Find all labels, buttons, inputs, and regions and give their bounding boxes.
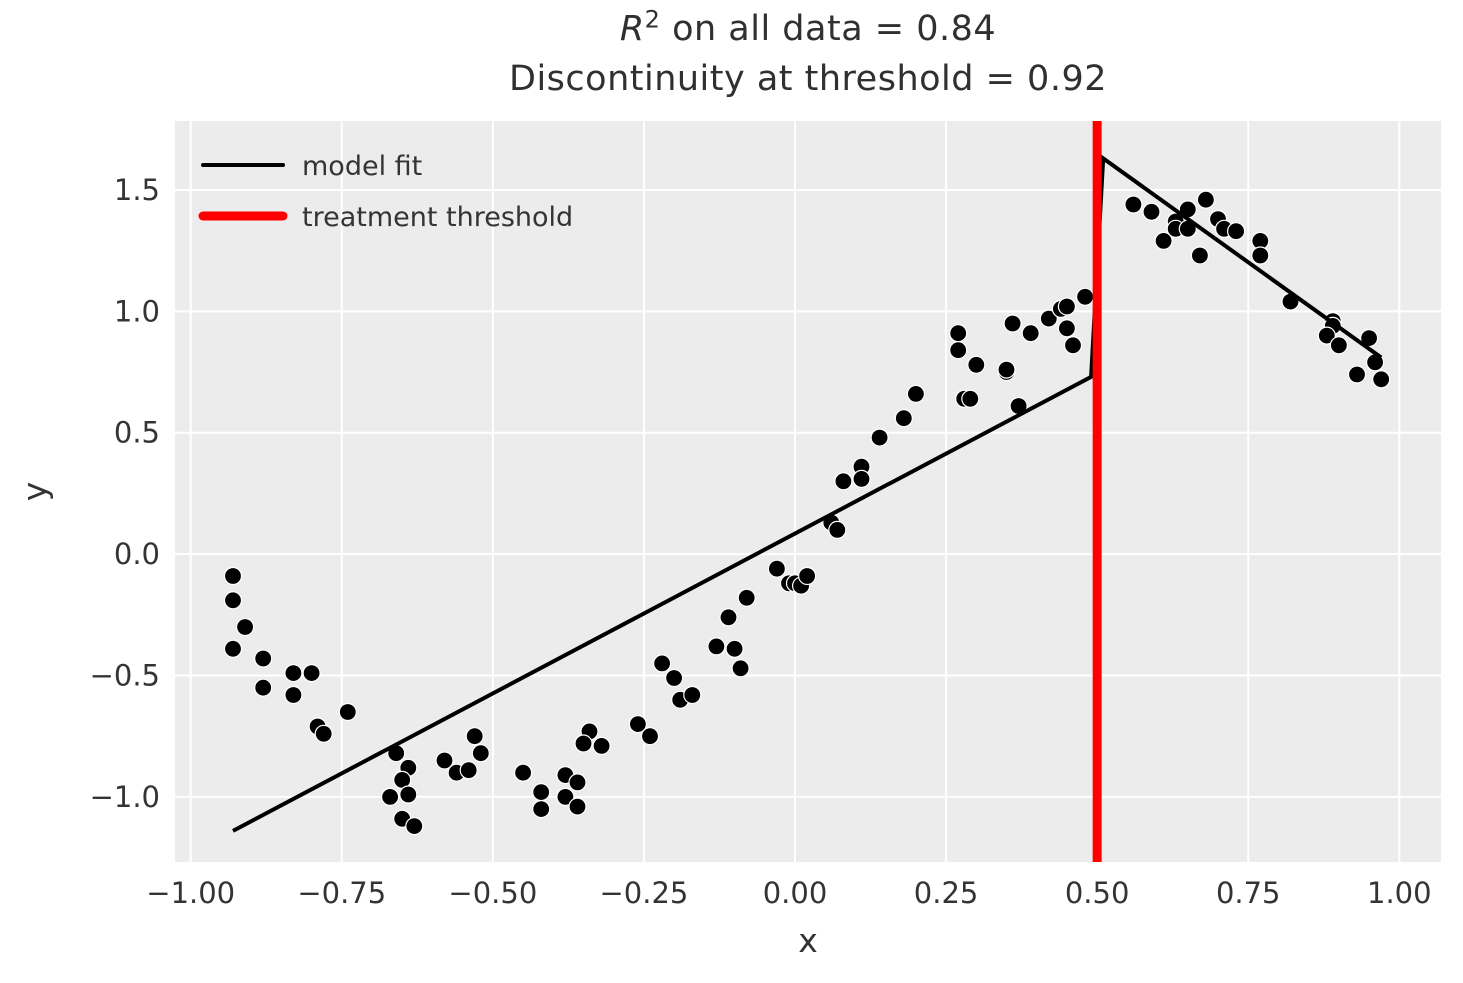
scatter-point — [1226, 222, 1246, 241]
x-tick-label: −1.00 — [146, 876, 235, 910]
scatter-point — [314, 724, 333, 743]
scatter-point — [652, 654, 672, 673]
y-tick-label: −0.5 — [90, 659, 160, 693]
y-tick-label: 1.0 — [114, 294, 160, 328]
scatter-point — [997, 360, 1016, 379]
scatter-point — [1021, 324, 1040, 343]
scatter-point — [1329, 336, 1349, 355]
x-axis-label: x — [798, 921, 818, 960]
scatter-point — [556, 787, 575, 807]
y-axis-label: y — [15, 482, 54, 502]
scatter-point — [731, 659, 750, 678]
scatter-point — [1317, 326, 1336, 345]
scatter-point — [254, 678, 273, 697]
scatter-point — [399, 785, 418, 804]
scatter-point — [961, 389, 980, 408]
scatter-point — [465, 727, 484, 746]
scatter-point — [1372, 370, 1391, 389]
title-r-symbol: R — [619, 9, 645, 49]
scatter-point — [284, 685, 303, 705]
chart-title: R2 on all data = 0.84 Discontinuity at t… — [175, 4, 1441, 104]
scatter-point — [592, 736, 611, 756]
x-tick-label: 1.00 — [1367, 876, 1432, 910]
scatter-point — [471, 744, 490, 763]
x-tick-label: −0.75 — [297, 876, 386, 910]
scatter-point — [1003, 314, 1022, 333]
scatter-point — [1075, 287, 1095, 306]
y-tick-label: 1.5 — [114, 173, 160, 207]
scatter-point — [725, 639, 744, 658]
scatter-point — [1347, 365, 1367, 384]
title-exponent: 2 — [644, 5, 661, 34]
x-tick-label: 0.00 — [763, 876, 828, 910]
scatter-point — [707, 637, 726, 656]
scatter-point — [1142, 202, 1161, 221]
scatter-point — [459, 761, 478, 780]
title-line1-text: on all data = 0.84 — [660, 9, 997, 49]
x-tick-label: 0.25 — [914, 876, 979, 910]
scatter-point — [1251, 246, 1270, 265]
scatter-point — [870, 428, 889, 447]
scatter-point — [435, 751, 454, 770]
scatter-point — [223, 591, 243, 610]
scatter-point — [664, 668, 684, 688]
scatter-point — [532, 799, 551, 819]
scatter-point — [223, 639, 243, 658]
y-tick-label: 0.0 — [114, 537, 160, 571]
scatter-point — [338, 702, 357, 722]
scatter-point — [236, 617, 255, 637]
title-line-2: Discontinuity at threshold = 0.92 — [509, 59, 1107, 99]
y-tick-label: −1.0 — [90, 780, 160, 814]
scatter-point — [381, 787, 400, 807]
scatter-point — [1154, 231, 1173, 250]
scatter-point — [254, 649, 273, 668]
scatter-point — [1124, 195, 1143, 214]
scatter-point — [223, 566, 243, 586]
x-tick-label: 0.75 — [1216, 876, 1281, 910]
scatter-point — [906, 384, 926, 403]
x-tick-label: −0.25 — [599, 876, 688, 910]
x-tick-label: 0.50 — [1065, 876, 1130, 910]
scatter-point — [640, 727, 660, 746]
scatter-point — [1057, 319, 1077, 338]
scatter-point — [574, 734, 593, 753]
scatter-point — [405, 816, 424, 836]
scatter-point — [1039, 309, 1058, 328]
scatter-point — [737, 588, 756, 607]
scatter-point — [683, 685, 702, 705]
scatter-point — [302, 663, 321, 683]
scatter-point — [834, 472, 853, 491]
x-tick-label: −0.50 — [448, 876, 537, 910]
scatter-point — [828, 520, 847, 540]
scatter-point — [1196, 190, 1216, 209]
y-tick-label: 0.5 — [114, 416, 160, 450]
scatter-point — [719, 608, 738, 627]
scatter-point — [284, 663, 303, 683]
scatter-point — [967, 355, 986, 374]
scatter-point — [628, 714, 648, 734]
scatter-point — [568, 797, 587, 816]
scatter-point — [532, 782, 551, 802]
scatter-point — [949, 324, 968, 343]
title-line-1: R2 on all data = 0.84 — [175, 4, 1441, 54]
scatter-point — [797, 566, 817, 586]
scatter-point — [894, 409, 913, 428]
scatter-point — [1063, 336, 1083, 355]
scatter-point — [767, 559, 787, 578]
scatter-point — [513, 763, 533, 782]
legend-label: model fit — [302, 151, 422, 182]
scatter-point — [1190, 246, 1210, 265]
scatter-point — [1057, 297, 1077, 316]
legend-label: treatment threshold — [302, 202, 573, 233]
scatter-point — [568, 773, 587, 792]
scatter-point — [949, 341, 968, 360]
scatter-point — [852, 469, 871, 488]
axes-background — [175, 121, 1441, 862]
